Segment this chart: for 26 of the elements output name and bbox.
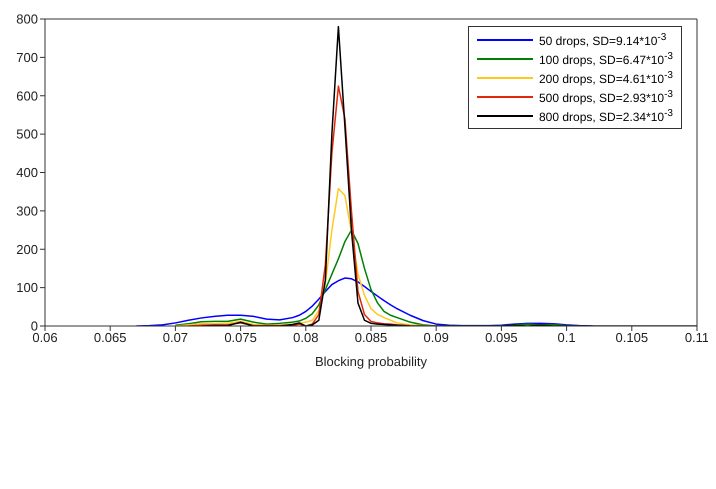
legend-label: 200 drops, SD=4.61*10$^{-3}$ xyxy=(539,70,673,86)
x-tick-label: 0.065 xyxy=(94,330,126,346)
x-tick-label: 0.08 xyxy=(293,330,318,346)
y-tick-label: 400 xyxy=(16,165,38,180)
x-tick-label: 0.095 xyxy=(485,330,518,346)
y-tick-label: 800 xyxy=(16,12,38,27)
legend-label: 500 drops, SD=2.93*10$^{-3}$ xyxy=(539,88,673,104)
x-tick-label: 0.07 xyxy=(162,330,188,346)
y-tick-label: 700 xyxy=(16,50,38,65)
x-tick-label: 0.1 xyxy=(558,330,576,346)
x-tick-label: 0.085 xyxy=(354,330,388,346)
legend-label: 100 drops, SD=6.47*10$^{-3}$ xyxy=(539,50,673,66)
legend-label: 50 drops, SD=9.14*10$^{-3}$ xyxy=(539,32,666,48)
y-tick-label: 300 xyxy=(16,203,38,218)
y-tick-label: 100 xyxy=(16,280,38,296)
line-series xyxy=(136,277,594,326)
legend-label: 800 drops, SD=2.34*10$^{-3}$ xyxy=(539,108,673,124)
y-tick-label: 500 xyxy=(16,126,38,142)
x-tick-label: 0.105 xyxy=(616,330,648,346)
y-tick-label: 200 xyxy=(16,242,38,257)
line-series xyxy=(188,85,411,326)
x-axis-title: Blocking probability xyxy=(314,354,428,369)
x-tick-label: 0.075 xyxy=(224,330,257,346)
y-tick-label: 600 xyxy=(16,88,38,104)
x-tick-label: 0.09 xyxy=(424,330,449,346)
line-series xyxy=(174,188,437,326)
